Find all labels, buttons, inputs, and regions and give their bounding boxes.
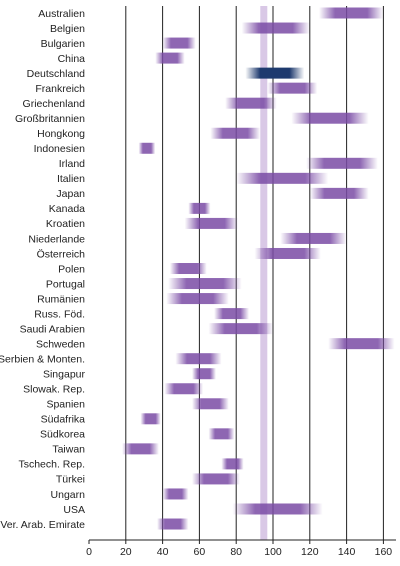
range-bar-spanien — [192, 398, 229, 410]
x-tick-label-40: 40 — [157, 546, 169, 558]
range-bar-niederlande — [280, 232, 347, 244]
range-bar-indonesien — [138, 142, 156, 154]
category-label-großbritannien: Großbritannien — [15, 113, 85, 125]
range-bar-hongkong — [210, 127, 261, 139]
range-bar-ungarn — [162, 488, 189, 500]
category-label-schweden: Schweden — [36, 338, 85, 350]
range-bar-china — [155, 52, 185, 64]
range-bar-japan — [309, 187, 369, 199]
category-label-serbien-monten: Serbien & Monten. — [0, 353, 85, 365]
x-tick-label-140: 140 — [338, 546, 356, 558]
category-label-griechenland: Griechenland — [23, 98, 86, 110]
category-label-indonesien: Indonesien — [34, 143, 86, 155]
category-labels: Australien Belgien Bulgarien China Deutschla… — [0, 8, 86, 531]
category-label-türkei: Türkei — [56, 474, 85, 486]
range-bar-rumänien — [166, 293, 229, 305]
category-label-saudi-arabien: Saudi Arabien — [20, 323, 86, 335]
range-bar-griechenland — [225, 97, 277, 109]
category-label-tschech-rep: Tschech. Rep. — [18, 459, 85, 471]
range-bar-schweden — [328, 338, 395, 350]
range-bar-taiwan — [122, 443, 159, 455]
category-label-china: China — [58, 53, 86, 65]
category-label-polen: Polen — [58, 263, 85, 275]
category-label-slowak-rep: Slowak. Rep. — [23, 384, 85, 396]
range-bar-russ-föd — [214, 308, 250, 320]
category-label-österreich: Österreich — [37, 248, 86, 260]
category-label-ver-arab-emirate: Ver. Arab. Emirate — [0, 519, 85, 531]
range-bar-türkei — [192, 473, 240, 485]
range-bar-singapur — [192, 368, 216, 380]
range-bar-portugal — [168, 278, 242, 290]
bars-layer — [122, 7, 395, 530]
x-tick-label-100: 100 — [264, 546, 282, 558]
reference-layer — [260, 6, 268, 540]
range-bar-großbritannien — [291, 112, 369, 124]
x-axis: 0 20 40 60 80 100 120 140 160 — [86, 539, 396, 558]
range-bar-polen — [169, 263, 207, 275]
category-label-usa: USA — [63, 504, 85, 516]
range-bar-australien — [319, 7, 384, 19]
range-bar-südkorea — [208, 428, 235, 440]
range-bar-bulgarien — [162, 37, 196, 49]
range-bar-tschech-rep — [221, 458, 244, 470]
range-bar-italien — [236, 172, 329, 184]
range-bar-österreich — [254, 247, 321, 259]
category-label-portugal: Portugal — [46, 278, 85, 290]
category-label-bulgarien: Bulgarien — [41, 38, 86, 50]
category-label-belgien: Belgien — [50, 23, 85, 35]
range-bar-serbien-monten — [175, 353, 222, 365]
range-bar-frankreich — [267, 82, 318, 94]
category-label-australien: Australien — [38, 8, 85, 20]
range-bar-irland — [306, 157, 378, 169]
range-bar-südafrika — [140, 413, 161, 425]
category-label-taiwan: Taiwan — [52, 444, 85, 456]
range-bar-saudi-arabien — [208, 323, 273, 335]
range-bar-usa — [232, 503, 323, 515]
x-tick-label-160: 160 — [375, 546, 393, 558]
range-bar-kanada — [188, 202, 211, 214]
category-label-japan: Japan — [56, 188, 85, 200]
range-bar-belgien — [241, 22, 310, 34]
range-bar-slowak-rep — [164, 383, 204, 395]
range-bar-ver-arab-emirate — [157, 518, 189, 530]
category-label-singapur: Singapur — [43, 369, 86, 381]
x-tick-label-60: 60 — [194, 546, 206, 558]
x-tick-label-80: 80 — [230, 546, 242, 558]
category-label-russ-föd: Russ. Föd. — [34, 308, 85, 320]
category-label-deutschland: Deutschland — [27, 68, 86, 80]
category-label-italien: Italien — [57, 173, 85, 185]
category-label-hongkong: Hongkong — [37, 128, 85, 140]
category-label-irland: Irland — [59, 158, 85, 170]
category-label-südafrika: Südafrika — [41, 414, 86, 426]
range-bar-kroatien — [184, 217, 239, 229]
category-label-frankreich: Frankreich — [35, 83, 85, 95]
range-bar-deutschland — [245, 67, 305, 79]
category-label-spanien: Spanien — [46, 399, 85, 411]
category-label-rumänien: Rumänien — [37, 293, 85, 305]
category-label-kroatien: Kroatien — [46, 218, 85, 230]
x-tick-label-0: 0 — [86, 546, 92, 558]
category-label-niederlande: Niederlande — [28, 233, 85, 245]
x-tick-label-120: 120 — [301, 546, 319, 558]
category-label-ungarn: Ungarn — [51, 489, 86, 501]
category-label-südkorea: Südkorea — [40, 429, 85, 441]
grid-layer — [125, 6, 384, 540]
reference-band — [260, 6, 268, 540]
x-tick-label-20: 20 — [120, 546, 132, 558]
category-label-kanada: Kanada — [49, 203, 85, 215]
